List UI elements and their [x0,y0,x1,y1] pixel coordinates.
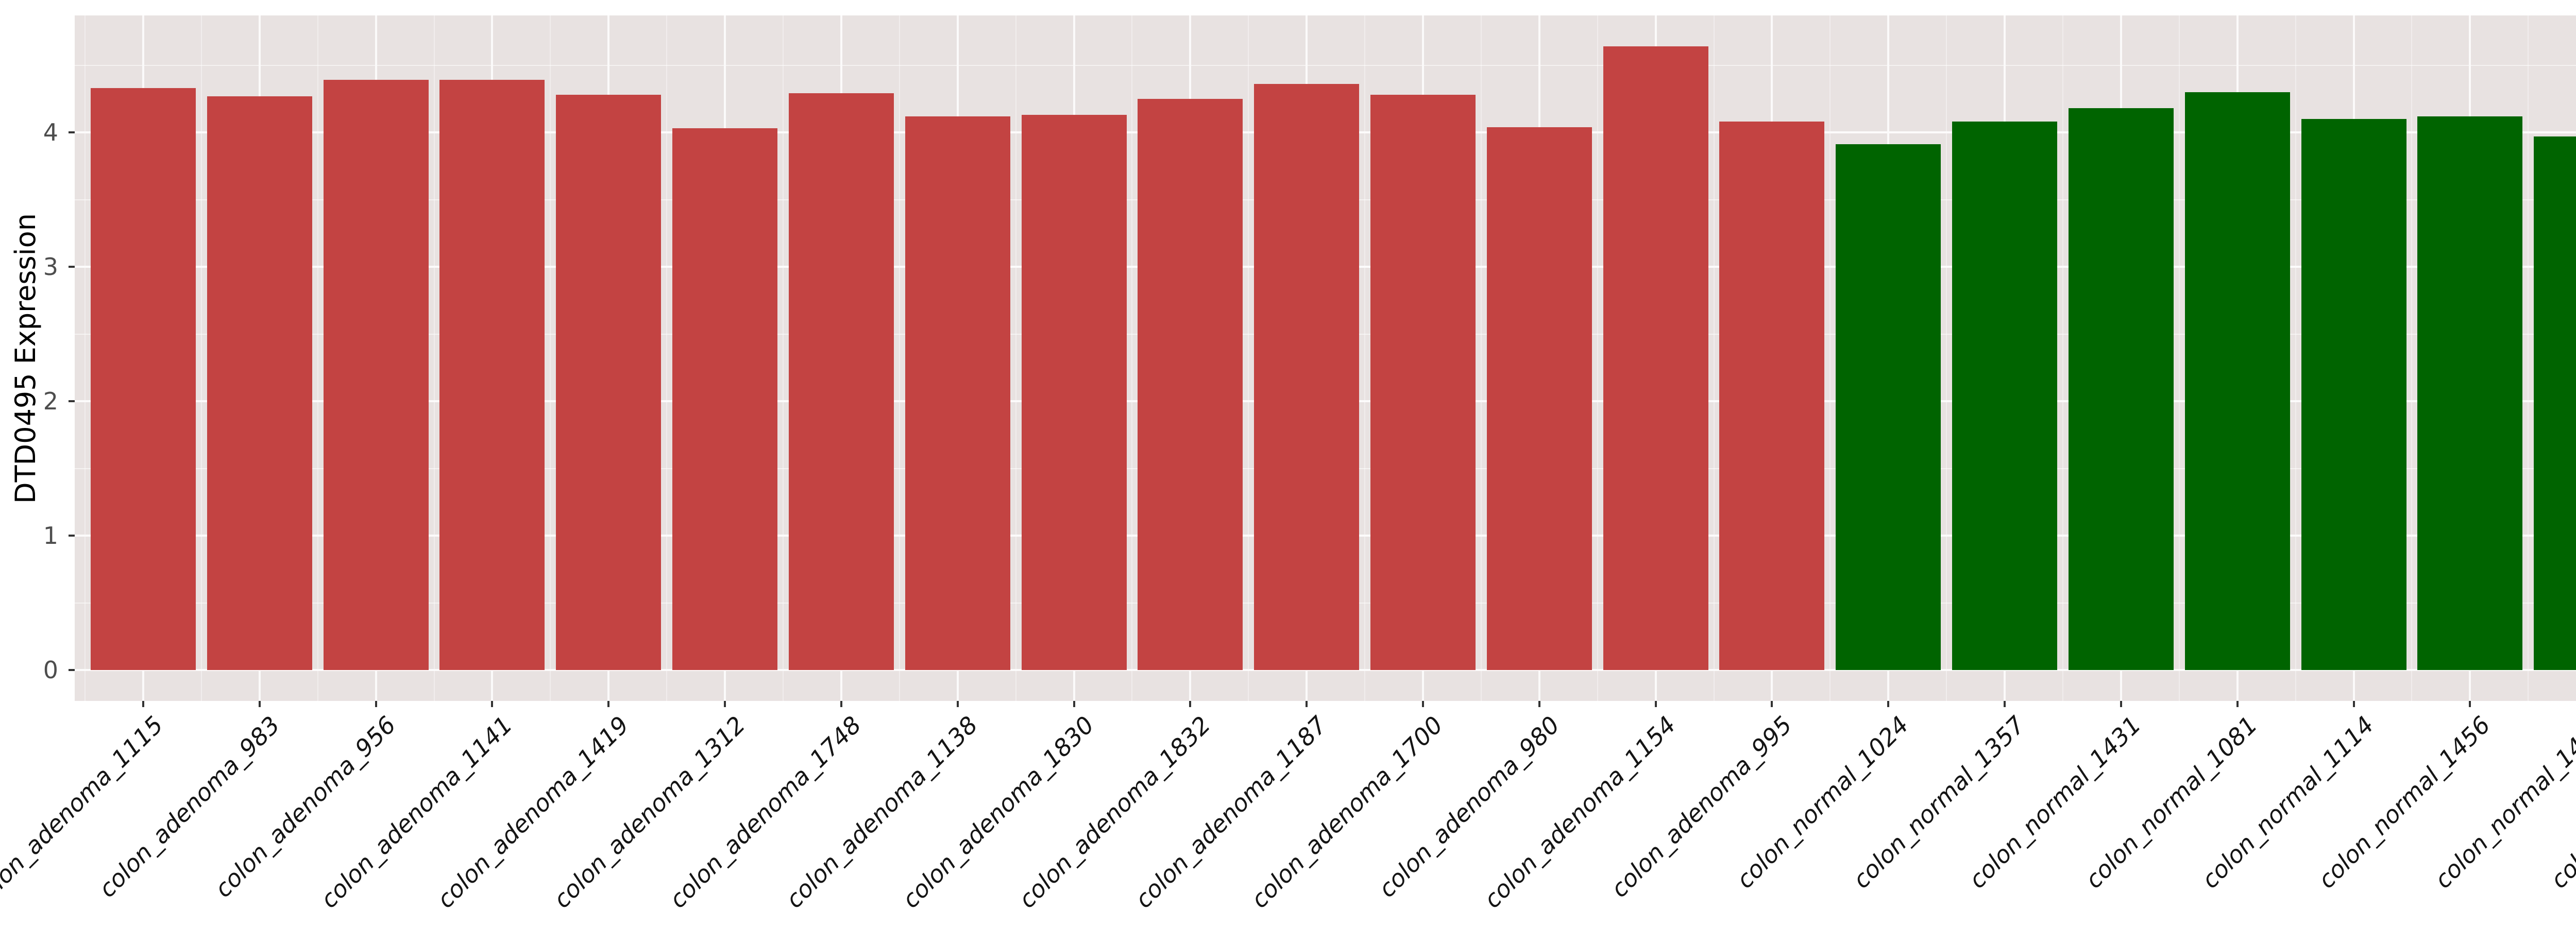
x-tick-label: colon_adenoma_1141 [315,711,518,914]
x-tick-label: colon_adenoma_1154 [1478,711,1682,914]
gridline-minor-vertical [1015,15,1016,701]
bar-colon_adenoma_1748 [788,93,894,670]
x-tick-mark [607,701,610,707]
x-tick-mark [2120,701,2122,707]
bar-colon_adenoma_983 [207,96,312,670]
x-tick-label: colon_adenoma_1138 [780,711,984,914]
x-tick-mark [1538,701,1540,707]
gridline-minor-vertical [200,15,202,701]
x-tick-mark [2352,701,2355,707]
y-tick-label: 2 [43,387,58,415]
x-tick-label: colon_adenoma_1312 [547,711,751,914]
x-tick-mark [375,701,377,707]
gridline-minor-vertical [317,15,318,701]
bar-colon_adenoma_956 [323,80,429,670]
x-tick-mark [1887,701,1890,707]
gridline-minor-vertical [433,15,435,701]
bar-colon_adenoma_980 [1486,127,1592,670]
bar-colon_adenoma_995 [1719,122,1825,670]
y-tick-mark [69,535,75,537]
x-tick-label: colon_adenoma_1748 [664,711,867,914]
gridline-minor-vertical [666,15,668,701]
gridline-minor-vertical [899,15,900,701]
bar-colon_adenoma_1154 [1603,46,1708,670]
gridline-minor-vertical [1946,15,1947,701]
y-tick-label: 3 [43,253,58,281]
x-tick-label: colon_adenoma_1187 [1129,711,1332,914]
bar-colon_adenoma_1141 [439,80,545,670]
bar-colon_normal_1024 [1836,144,1941,670]
bar-colon_adenoma_1419 [556,94,662,670]
x-tick-mark [1073,701,1075,707]
x-tick-mark [491,701,494,707]
gridline-minor-vertical [1829,15,1831,701]
gridline-minor-vertical [1480,15,1482,701]
bar-colon_normal_1114 [2301,118,2406,670]
bar-colon_adenoma_1187 [1254,84,1360,670]
x-tick-label: colon_adenoma_1830 [896,711,1099,914]
gridline-minor-vertical [1597,15,1598,701]
bar-colon_adenoma_1138 [905,116,1010,670]
bar-colon_adenoma_1312 [672,128,778,670]
bar-colon_adenoma_1832 [1138,98,1243,670]
x-tick-mark [1422,701,1425,707]
y-tick-mark [69,400,75,402]
gridline-minor-vertical [2528,15,2529,701]
x-tick-label: colon_adenoma_1832 [1013,711,1216,914]
gridline-minor-vertical [1364,15,1366,701]
x-tick-mark [1771,701,1773,707]
gridline-minor-vertical [1713,15,1715,701]
y-tick-mark [69,266,75,268]
x-tick-mark [956,701,959,707]
gridline-major-horizontal [75,669,2576,671]
bar-colon_adenoma_1700 [1370,94,1476,670]
bar-colon_adenoma_1115 [91,88,196,670]
gridline-minor-horizontal [75,64,2576,66]
y-tick-label: 0 [43,656,58,684]
bar-colon_normal_1357 [1952,122,2058,670]
x-tick-label: colon_adenoma_1419 [431,711,634,914]
bar-colon_normal_1456 [2417,116,2523,670]
x-tick-mark [258,701,261,707]
gridline-minor-vertical [2062,15,2064,701]
gridline-minor-vertical [2295,15,2296,701]
gridline-minor-vertical [1131,15,1133,701]
x-tick-mark [724,701,726,707]
bar-colon_normal_1431 [2068,108,2174,670]
x-tick-mark [1654,701,1657,707]
y-tick-mark [69,131,75,133]
bar-colon_normal_1440 [2534,136,2576,670]
x-tick-label: colon_adenoma_1700 [1245,711,1449,914]
x-tick-mark [1306,701,1308,707]
y-tick-mark [69,669,75,671]
x-tick-mark [2469,701,2471,707]
gridline-minor-vertical [1248,15,1249,701]
gridline-minor-vertical [84,15,86,701]
x-tick-mark [2004,701,2006,707]
bar-colon_adenoma_1830 [1021,115,1127,670]
gridline-minor-vertical [783,15,784,701]
x-tick-mark [142,701,144,707]
gridline-minor-vertical [2178,15,2180,701]
bar-colon_normal_1081 [2184,92,2290,670]
y-axis-title: DTD0495 Expression [9,213,42,504]
gridline-minor-vertical [550,15,551,701]
y-tick-label: 4 [43,118,58,146]
y-tick-label: 1 [43,522,58,550]
x-tick-mark [1189,701,1192,707]
plot-panel [75,15,2576,701]
x-tick-mark [2236,701,2239,707]
x-tick-label: colon_adenoma_1115 [0,711,169,914]
x-tick-mark [840,701,842,707]
gridline-minor-vertical [2411,15,2413,701]
